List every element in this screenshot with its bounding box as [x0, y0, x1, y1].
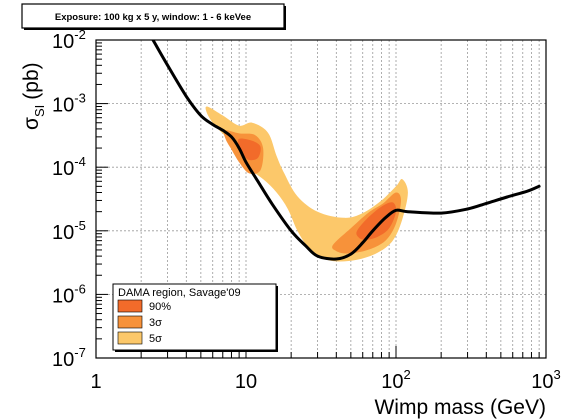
x-tick-label: 1	[90, 371, 101, 393]
header-shadow-right	[284, 6, 286, 30]
y-tick-exponent: -2	[74, 27, 86, 42]
x-tick-labels: 1 10 102 103	[90, 367, 560, 393]
legend-label-90: 90%	[149, 301, 171, 313]
legend-swatch-3sigma	[117, 315, 143, 329]
y-tick-label: 10-4	[52, 154, 86, 180]
x-axis-title: Wimp mass (GeV)	[374, 396, 546, 419]
legend: DAMA region, Savage'09 90% 3σ 5σ	[112, 283, 278, 352]
y-tick-exponent: -5	[74, 218, 86, 233]
x-tick-label: 103	[531, 367, 560, 393]
dama-region-90	[356, 202, 397, 240]
y-axis-unit: (pb)	[20, 62, 43, 99]
legend-shadow-bottom	[115, 350, 278, 352]
header-frame	[21, 3, 285, 29]
x-tick-label: 10	[235, 371, 257, 393]
dama-regions	[205, 106, 408, 262]
plot-frame	[95, 39, 547, 359]
y-tick-labels: 10-7 10-6 10-5 10-4 10-3 10-2	[52, 27, 86, 371]
y-tick-label: 10-5	[52, 218, 86, 244]
y-axis-subscript: SI	[32, 105, 47, 117]
y-axis-title: σSI (pb)	[20, 62, 47, 130]
y-tick-label: 10-3	[52, 91, 86, 117]
legend-title: DAMA region, Savage'09	[118, 287, 241, 299]
chart-header-text: Exposure: 100 kg x 5 y, window: 1 - 6 ke…	[55, 12, 251, 23]
y-tick-exponent: -4	[74, 154, 86, 169]
y-tick-label: 10-6	[52, 281, 86, 307]
y-axis-symbol: σ	[20, 117, 43, 130]
legend-label-5sigma: 5σ	[149, 333, 162, 345]
legend-label-3sigma: 3σ	[149, 317, 162, 329]
y-tick-label: 10-2	[52, 27, 86, 53]
exclusion-curve	[151, 40, 541, 261]
x-tick-exponent: 2	[404, 367, 411, 382]
y-tick-exponent: -6	[74, 281, 86, 296]
y-tick-exponent: -3	[74, 91, 86, 106]
x-tick-label: 102	[381, 367, 410, 393]
x-tick-exponent: 3	[554, 367, 561, 382]
y-tick-exponent: -7	[74, 345, 86, 360]
legend-shadow-right	[276, 286, 278, 352]
legend-swatch-90	[117, 299, 143, 313]
y-tick-label: 10-7	[52, 345, 86, 371]
legend-swatch-5sigma	[117, 331, 143, 345]
header-shadow-bottom	[24, 28, 286, 30]
axis-ticks	[95, 39, 547, 359]
header-box: Exposure: 100 kg x 5 y, window: 1 - 6 ke…	[21, 3, 286, 30]
